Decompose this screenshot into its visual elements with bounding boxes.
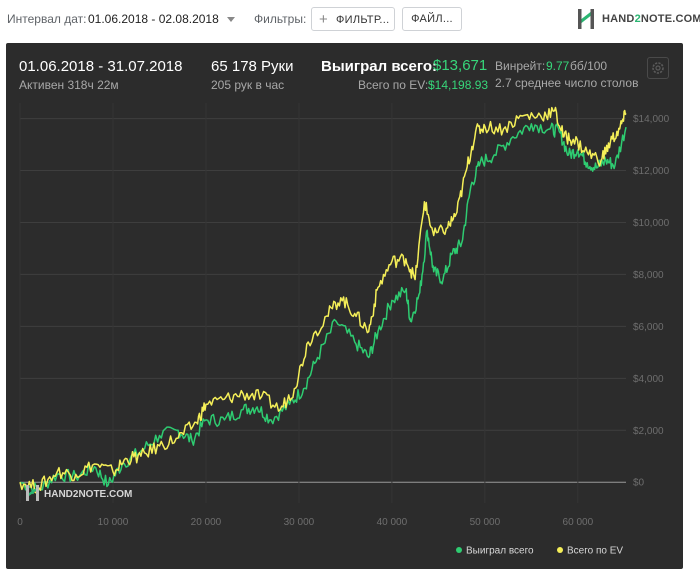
y-tick-label: $6,000 bbox=[633, 322, 664, 333]
filter-button[interactable]: + ФИЛЬТР... bbox=[311, 7, 395, 31]
y-tick-label: $2,000 bbox=[633, 426, 664, 437]
x-tick-label: 60 000 bbox=[563, 517, 594, 528]
date-interval-label: Интервал дат: bbox=[7, 12, 87, 26]
x-tick-label: 10 000 bbox=[98, 517, 129, 528]
series-line bbox=[19, 122, 627, 495]
date-range-select[interactable]: 01.06.2018 - 02.08.2018 bbox=[88, 7, 235, 31]
winrate-value: 9.77 bbox=[546, 59, 570, 73]
total-won-label: Выиграл всего: bbox=[321, 58, 438, 75]
x-tick-label: 40 000 bbox=[377, 517, 408, 528]
y-tick-label: $4,000 bbox=[633, 374, 664, 385]
results-panel: 01.06.2018 - 31.07.2018 Активен 318ч 22м… bbox=[6, 43, 683, 569]
series-line bbox=[19, 106, 627, 494]
y-tick-label: $14,000 bbox=[633, 114, 670, 125]
hands-count: 65 178 Руки bbox=[211, 58, 294, 75]
winrate-label: Винрейт: bbox=[495, 59, 546, 73]
x-tick-label: 30 000 bbox=[284, 517, 315, 528]
active-time: Активен 318ч 22м bbox=[19, 78, 119, 92]
watermark-text: HAND2NOTE.COM bbox=[44, 489, 132, 500]
plus-icon: + bbox=[319, 11, 328, 28]
legend-label: Выиграл всего bbox=[466, 546, 534, 557]
x-tick-label: 0 bbox=[17, 517, 23, 528]
y-tick-label: $12,000 bbox=[633, 166, 670, 177]
legend-swatch bbox=[456, 547, 462, 553]
date-range-value: 01.06.2018 - 02.08.2018 bbox=[88, 12, 219, 26]
filter-button-label: ФИЛЬТР... bbox=[336, 14, 390, 26]
gear-icon bbox=[652, 62, 664, 74]
chevron-down-icon bbox=[226, 17, 235, 23]
total-won-value: $13,671 bbox=[433, 57, 488, 74]
y-tick-label: $10,000 bbox=[633, 218, 670, 229]
ev-total-value: $14,198.93 bbox=[428, 78, 489, 92]
ev-total-label: Всего по EV: bbox=[358, 78, 429, 92]
legend-swatch bbox=[557, 547, 563, 553]
hand2note-logo-text: HAND2NOTE.COM bbox=[602, 13, 700, 25]
avg-tables: 2.7 среднее число столов bbox=[495, 76, 639, 90]
toolbar: Интервал дат: 01.06.2018 - 02.08.2018 Фи… bbox=[0, 0, 700, 40]
profit-chart: $0 $2,000 $4,000 $6,000 $8,000 $10,000 $12,000… bbox=[17, 103, 670, 557]
settings-button[interactable] bbox=[647, 57, 669, 79]
x-tick-label: 50 000 bbox=[470, 517, 501, 528]
hands-per-hour: 205 рук в час bbox=[211, 78, 285, 92]
chart-watermark: HAND2NOTE.COM bbox=[26, 485, 132, 501]
hand2note-logo-icon bbox=[578, 9, 594, 29]
filters-label: Фильтры: bbox=[254, 12, 307, 26]
legend-label: Всего по EV bbox=[567, 546, 623, 557]
file-button[interactable]: ФАЙЛ... bbox=[402, 7, 462, 31]
period-text: 01.06.2018 - 31.07.2018 bbox=[19, 58, 183, 75]
y-tick-label: $8,000 bbox=[633, 270, 664, 281]
winrate-unit: бб/100 bbox=[570, 59, 608, 73]
x-tick-label: 20 000 bbox=[191, 517, 222, 528]
y-tick-label: $0 bbox=[633, 478, 645, 489]
